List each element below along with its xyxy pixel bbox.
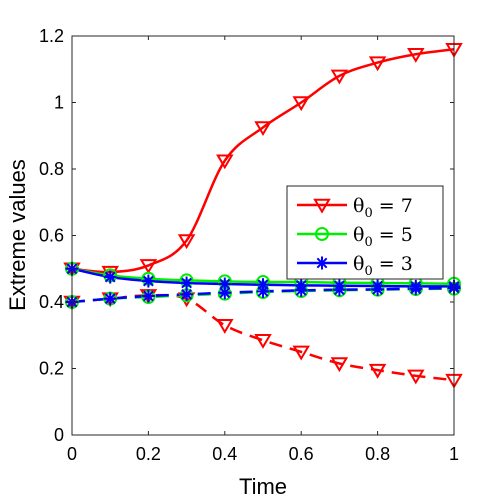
x-axis-ticks: 0 0.2 0.4 0.6 0.8 1 xyxy=(67,36,459,464)
series-0-min-point xyxy=(407,369,425,385)
legend-value: = 5 xyxy=(373,224,413,246)
star-stroke xyxy=(143,290,154,302)
star-stroke xyxy=(295,284,307,296)
series-0-max-point xyxy=(368,56,387,72)
legend-value: = 7 xyxy=(373,195,413,217)
series-2-min-point xyxy=(409,282,423,296)
star-stroke xyxy=(219,287,231,299)
series-0-max-point xyxy=(330,69,349,85)
y-axis-title: Extreme values xyxy=(5,159,30,311)
series-2-min-point xyxy=(141,289,155,303)
series-markers xyxy=(63,43,463,389)
star-stroke xyxy=(219,278,231,290)
x-axis-title: Time xyxy=(239,474,287,499)
star-stroke xyxy=(410,283,422,295)
legend-label-1: θ0 = 5 xyxy=(353,224,413,250)
legend-subscript: 0 xyxy=(364,206,372,221)
series-2-min-point xyxy=(180,287,194,301)
y-tick-label: 0.8 xyxy=(39,159,64,179)
legend-marker-0 xyxy=(313,198,331,214)
series-2-min-point xyxy=(294,283,308,297)
star-stroke xyxy=(104,271,116,283)
series-0-min-point xyxy=(216,319,234,334)
legend-label-2: θ0 = 3 xyxy=(353,253,413,279)
x-tick-label: 0.4 xyxy=(212,444,237,464)
x-tick-label: 0.6 xyxy=(289,444,314,464)
series-2-max-point xyxy=(180,276,194,290)
legend-symbol: θ xyxy=(353,224,364,246)
star-stroke xyxy=(143,275,154,287)
star-stroke xyxy=(316,257,328,269)
series-2-min-point xyxy=(371,282,385,296)
y-tick-label: 0.2 xyxy=(39,359,64,379)
legend-label-0: θ0 = 7 xyxy=(353,195,413,221)
series-curves xyxy=(71,48,455,382)
series-2-max-point xyxy=(103,270,117,284)
series-0-min-point xyxy=(292,345,310,361)
series-2-min-point xyxy=(332,283,346,297)
series-0-max-point xyxy=(216,154,234,170)
y-tick-label: 0.4 xyxy=(39,292,64,312)
legend-symbol: θ xyxy=(353,195,364,217)
series-0-max-point xyxy=(407,48,425,63)
series-0-min-point xyxy=(368,363,387,379)
x-tick-label: 0 xyxy=(67,444,77,464)
series-0-max-point xyxy=(292,96,310,112)
legend-subscript: 0 xyxy=(364,264,372,279)
series-0-min-point xyxy=(254,333,272,349)
legend-symbol: θ xyxy=(353,253,364,275)
series-2-min-point xyxy=(256,284,270,298)
y-tick-label: 1.2 xyxy=(39,26,64,46)
y-axis-ticks: 0 0.2 0.4 0.6 0.8 1 1.2 xyxy=(39,26,454,445)
series-2-min-point xyxy=(103,292,117,306)
y-tick-label: 0 xyxy=(54,425,64,445)
star-stroke xyxy=(334,284,345,296)
y-tick-label: 1 xyxy=(54,93,64,113)
x-tick-label: 1 xyxy=(449,444,459,464)
star-stroke xyxy=(372,283,383,295)
legend-marker-1 xyxy=(315,227,329,241)
y-tick-label: 0.6 xyxy=(39,226,64,246)
series-0-max-point xyxy=(254,121,272,137)
legend: θ0 = 7θ0 = 5θ0 = 3 xyxy=(286,185,444,280)
star-stroke xyxy=(181,277,192,289)
series-0-max-line xyxy=(71,48,455,274)
legend-value: = 3 xyxy=(373,253,413,275)
legend-subscript: 0 xyxy=(364,235,372,250)
star-stroke xyxy=(257,285,269,297)
series-0-max-point xyxy=(139,259,158,275)
star-stroke xyxy=(181,288,192,300)
series-0-max-point xyxy=(177,234,196,250)
x-tick-label: 0.8 xyxy=(365,444,390,464)
series-2-min-point xyxy=(218,286,232,300)
series-0-min-point xyxy=(330,357,349,373)
x-tick-label: 0.2 xyxy=(136,444,161,464)
star-stroke xyxy=(104,293,116,305)
series-2-max-point xyxy=(141,274,155,288)
legend-marker-2 xyxy=(315,256,329,270)
